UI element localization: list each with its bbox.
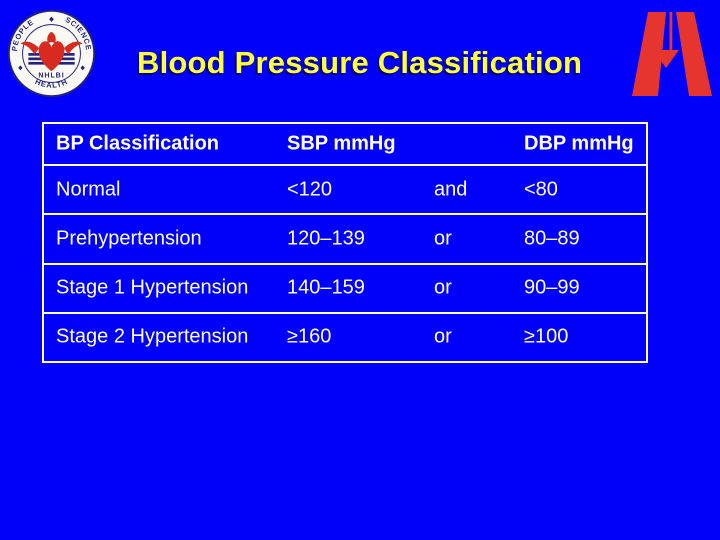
header-dbp: DBP mmHg xyxy=(524,132,634,155)
nhlbi-seal-svg: PEOPLE SCIENCE HEALTH NHLBI xyxy=(7,9,96,98)
bp-table: BP Classification SBP mmHg DBP mmHg Norm… xyxy=(42,122,648,363)
sbp-cell: 120–139 xyxy=(287,227,365,250)
classification-cell: Normal xyxy=(56,178,121,201)
classification-cell: Stage 1 Hypertension xyxy=(56,276,249,299)
slide-title: Blood Pressure Classification xyxy=(137,45,583,80)
dbp-cell: ≥100 xyxy=(524,325,569,348)
header-classification: BP Classification xyxy=(56,132,220,155)
table-row-prehypertension: Prehypertension 120–139 or 80–89 xyxy=(44,213,646,262)
table-row-stage1: Stage 1 Hypertension 140–159 or 90–99 xyxy=(44,262,646,312)
table-row-normal: Normal <120 and <80 xyxy=(44,164,646,213)
down-arrow-logo-svg xyxy=(632,12,712,96)
table-row-stage2: Stage 2 Hypertension ≥160 or ≥100 xyxy=(44,311,646,361)
table-header-row: BP Classification SBP mmHg DBP mmHg xyxy=(44,124,646,164)
header-sbp: SBP mmHg xyxy=(287,132,396,155)
seal-heart-icon xyxy=(20,31,83,72)
down-arrow-logo-icon xyxy=(630,8,714,99)
conjunction-cell: or xyxy=(434,276,452,299)
conjunction-cell: or xyxy=(434,325,452,348)
sbp-cell: 140–159 xyxy=(287,276,365,299)
conjunction-cell: or xyxy=(434,227,452,250)
seal-text-nhlbi: NHLBI xyxy=(38,72,64,80)
nhlbi-seal-icon: PEOPLE SCIENCE HEALTH NHLBI xyxy=(7,9,96,98)
sbp-cell: ≥160 xyxy=(287,325,332,348)
dbp-cell: 90–99 xyxy=(524,276,580,299)
conjunction-cell: and xyxy=(434,178,468,201)
sbp-cell: <120 xyxy=(287,178,333,201)
dbp-cell: <80 xyxy=(524,178,558,201)
svg-text:HEALTH: HEALTH xyxy=(34,77,70,90)
classification-cell: Prehypertension xyxy=(56,227,202,250)
seal-text-health: HEALTH xyxy=(34,77,69,90)
classification-cell: Stage 2 Hypertension xyxy=(56,325,249,348)
dbp-cell: 80–89 xyxy=(524,227,580,250)
